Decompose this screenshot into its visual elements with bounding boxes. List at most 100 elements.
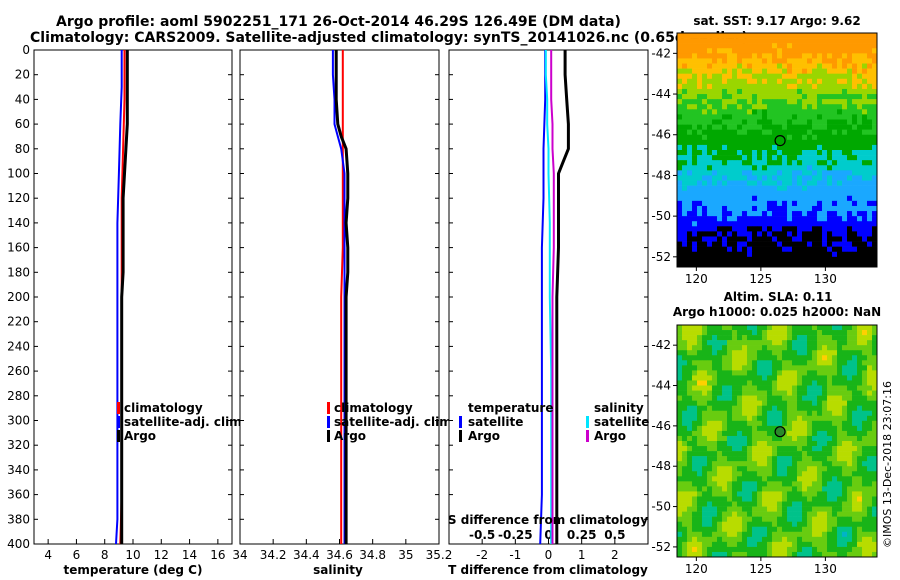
salinity-plot-frame — [239, 49, 440, 545]
map-cell — [872, 526, 878, 533]
map-cell — [787, 190, 793, 197]
map-cell — [702, 380, 708, 386]
map-cell — [677, 170, 683, 176]
map-cell — [787, 390, 793, 396]
map-cell — [862, 486, 868, 492]
map-cell — [757, 241, 763, 247]
map-cell — [697, 261, 703, 268]
map-cell — [707, 99, 713, 105]
map-cell — [807, 501, 813, 507]
map-cell — [732, 420, 738, 427]
map-cell — [797, 43, 803, 49]
map-cell — [747, 380, 753, 386]
map-cell — [677, 94, 683, 100]
map-cell — [807, 150, 813, 156]
map-cell — [687, 231, 693, 237]
map-cell — [767, 134, 773, 141]
map-cell — [707, 541, 713, 548]
map-cell — [827, 375, 833, 381]
map-cell — [752, 365, 758, 371]
map-cell — [772, 526, 778, 533]
map-cell — [692, 521, 698, 528]
map-cell — [677, 63, 683, 69]
map-cell — [867, 43, 873, 49]
map-cell — [782, 501, 788, 507]
salinity-x-label: salinity — [313, 563, 363, 577]
map-cell — [822, 180, 828, 186]
map-cell — [802, 476, 808, 482]
map-cell — [757, 335, 763, 341]
map-cell — [692, 390, 698, 396]
map-cell — [857, 420, 863, 427]
map-cell — [807, 165, 813, 171]
map-cell — [872, 350, 878, 356]
map-cell — [827, 441, 833, 447]
map-cell — [692, 200, 698, 207]
map-cell — [747, 139, 753, 146]
map-cell — [802, 385, 808, 391]
map-cell — [687, 134, 693, 141]
map-cell — [687, 129, 693, 136]
map-cell — [847, 441, 853, 447]
map-cell — [862, 536, 868, 543]
map-cell — [702, 68, 708, 74]
map-cell — [717, 58, 723, 64]
map-cell — [842, 345, 848, 351]
map-cell — [707, 325, 713, 331]
map-cell — [682, 441, 688, 447]
map-cell — [682, 501, 688, 507]
map-cell — [707, 456, 713, 462]
map-cell — [717, 33, 723, 39]
map-cell — [767, 521, 773, 528]
map-cell — [782, 38, 788, 44]
map-cell — [757, 190, 763, 197]
map-cell — [687, 390, 693, 396]
map-cell — [797, 551, 803, 558]
map-cell — [702, 446, 708, 452]
map-cell — [847, 216, 853, 222]
map-cell — [862, 491, 868, 497]
map-cell — [702, 370, 708, 376]
map-cell — [677, 335, 683, 341]
map-cell — [697, 129, 703, 136]
map-cell — [817, 360, 823, 366]
map-cell — [732, 415, 738, 422]
map-cell — [702, 165, 708, 171]
map-cell — [692, 134, 698, 141]
map-cell — [707, 165, 713, 171]
map-cell — [702, 430, 708, 437]
map-cell — [772, 430, 778, 437]
map-cell — [802, 400, 808, 406]
map-cell — [742, 390, 748, 396]
map-cell — [867, 160, 873, 166]
map-cell — [787, 200, 793, 207]
map-cell — [747, 385, 753, 391]
map-cell — [767, 390, 773, 396]
map-cell — [852, 526, 858, 533]
map-cell — [852, 155, 858, 161]
map-cell — [872, 104, 878, 110]
map-cell — [782, 456, 788, 462]
map-cell — [812, 546, 818, 553]
map-cell — [782, 99, 788, 105]
map-cell — [677, 410, 683, 417]
map-cell — [807, 390, 813, 396]
map-cell — [757, 175, 763, 181]
temperature-x-label: temperature (deg C) — [64, 563, 203, 577]
map-cell — [837, 205, 843, 212]
map-cell — [752, 350, 758, 356]
map-cell — [712, 114, 718, 120]
map-cell — [682, 38, 688, 44]
map-cell — [792, 58, 798, 64]
map-cell — [732, 360, 738, 366]
map-cell — [847, 471, 853, 477]
map-cell — [762, 94, 768, 100]
map-cell — [722, 435, 728, 442]
map-cell — [767, 486, 773, 492]
map-cell — [802, 335, 808, 341]
map-cell — [817, 451, 823, 457]
map-cell — [847, 78, 853, 85]
map-cell — [827, 124, 833, 130]
map-cell — [777, 541, 783, 548]
map-cell — [697, 390, 703, 396]
